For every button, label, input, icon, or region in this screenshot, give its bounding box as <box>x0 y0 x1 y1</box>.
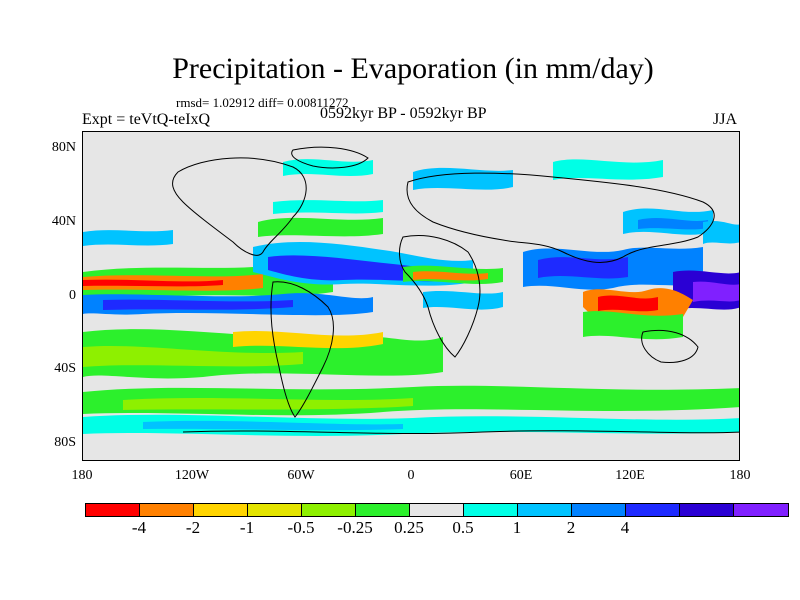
plot-title: Precipitation - Evaporation (in mm/day) <box>172 52 654 85</box>
period-label: 0592kyr BP - 0592kyr BP <box>320 105 487 122</box>
lat-tick-40s: 40S <box>54 361 76 376</box>
lat-tick-80n: 80N <box>51 140 76 155</box>
colorbar-swatch <box>680 504 734 516</box>
lon-tick-120w: 120W <box>174 468 210 483</box>
lon-tick-60w: 60W <box>287 468 315 483</box>
colorbar-swatch <box>464 504 518 516</box>
colorbar-label: -0.5 <box>287 518 315 537</box>
colorbar-label: -4 <box>131 518 147 537</box>
lon-tick-180w: 180 <box>71 468 93 483</box>
colorbar-swatch <box>86 504 140 516</box>
colorbar-swatch <box>248 504 302 516</box>
colorbar-label: 0.5 <box>452 518 474 537</box>
lat-tick-80s: 80S <box>54 435 76 450</box>
colorbar-swatch <box>356 504 410 516</box>
lon-tick-180e: 180 <box>729 468 751 483</box>
field-fills <box>83 159 739 436</box>
lat-tick-40n: 40N <box>51 214 76 229</box>
colorbar-label: -1 <box>239 518 255 537</box>
colorbar-swatch <box>302 504 356 516</box>
colorbar-swatch <box>734 504 788 516</box>
colorbar-label: 0.25 <box>394 518 424 537</box>
coastlines <box>172 146 739 435</box>
colorbar-swatch <box>518 504 572 516</box>
precip-evap-field <box>83 146 739 436</box>
lon-tick-120e: 120E <box>615 468 645 483</box>
stats-label: rmsd= 1.02912 diff= 0.00811272 <box>176 95 349 110</box>
colorbar-swatch <box>140 504 194 516</box>
map-panel <box>82 131 740 461</box>
colorbar-swatch <box>194 504 248 516</box>
colorbar-label: 2 <box>566 518 576 537</box>
colorbar-label: 4 <box>620 518 630 537</box>
colorbar-swatch <box>572 504 626 516</box>
colorbar-label: 1 <box>512 518 522 537</box>
colorbar-swatch <box>410 504 464 516</box>
lat-tick-0: 0 <box>69 288 76 303</box>
experiment-label: Expt = teVtQ-teIxQ <box>82 111 211 128</box>
season-label: JJA <box>713 111 738 128</box>
colorbar <box>85 503 789 517</box>
lon-tick-0: 0 <box>407 468 415 483</box>
colorbar-label: -2 <box>185 518 201 537</box>
colorbar-swatch <box>626 504 680 516</box>
colorbar-label: -0.25 <box>337 518 373 537</box>
lon-tick-60e: 60E <box>509 468 533 483</box>
